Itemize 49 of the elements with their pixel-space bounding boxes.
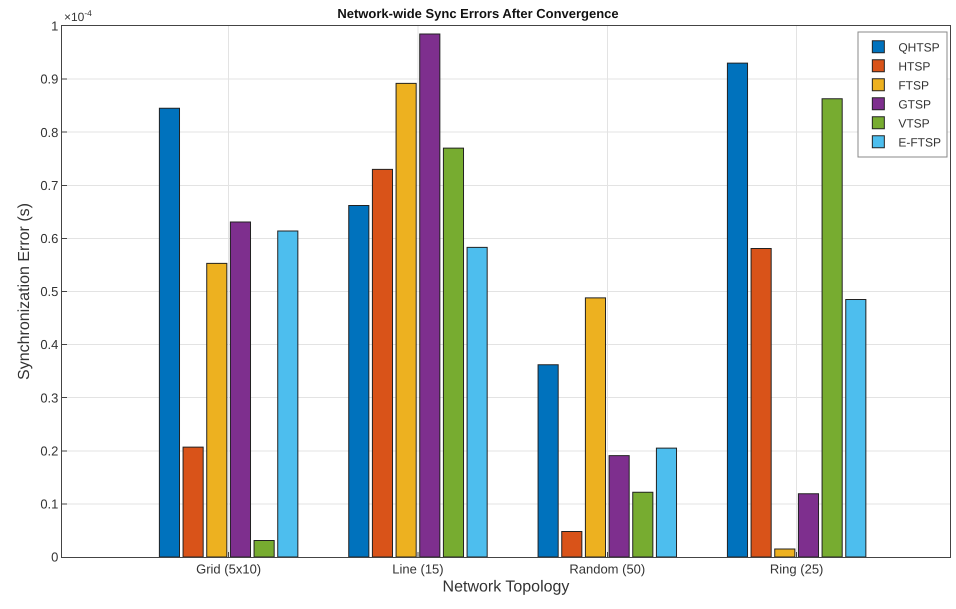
bar bbox=[372, 168, 394, 557]
bar bbox=[230, 221, 252, 557]
bar bbox=[538, 364, 559, 557]
legend-label: QHTSP bbox=[898, 40, 940, 54]
bar bbox=[396, 82, 417, 557]
legend-label: FTSP bbox=[898, 78, 930, 92]
bar bbox=[632, 492, 654, 557]
bar bbox=[277, 230, 298, 557]
legend-label: HTSP bbox=[898, 59, 930, 74]
y-tick-label: 0.8 bbox=[40, 124, 58, 140]
bar bbox=[254, 540, 275, 557]
text: ×10$^{-4}$ bbox=[64, 8, 92, 24]
bar bbox=[608, 455, 630, 557]
bar bbox=[419, 33, 440, 557]
x-tick-label: Line (15) bbox=[392, 562, 444, 577]
y-tick-label: 0.1 bbox=[40, 496, 58, 512]
bar bbox=[442, 148, 464, 557]
y-tick-label: 0.3 bbox=[40, 390, 58, 406]
bar bbox=[584, 297, 606, 557]
bar bbox=[798, 493, 820, 557]
y-tick-label: 0.9 bbox=[40, 72, 58, 87]
legend-label: VTSP bbox=[898, 116, 930, 130]
bar bbox=[348, 204, 370, 557]
legend-label: GTSP bbox=[898, 97, 932, 112]
bar bbox=[656, 448, 678, 557]
bar bbox=[466, 246, 488, 557]
y-tick-label: 1 bbox=[51, 18, 58, 34]
bar bbox=[845, 298, 866, 557]
y-axis-title: Synchronization Error (s) bbox=[16, 203, 34, 380]
x-tick-label: Grid (5x10) bbox=[196, 562, 262, 577]
x-tick-label: Random (50) bbox=[569, 562, 646, 577]
y-tick-label: 0.2 bbox=[40, 443, 58, 458]
y-tick-label: 0.7 bbox=[40, 178, 58, 193]
chart-title: Network-wide Sync Errors After Convergence bbox=[337, 6, 619, 22]
bar bbox=[182, 446, 204, 557]
x-tick-label: Ring (25) bbox=[770, 562, 824, 577]
y-tick-label: 0.4 bbox=[40, 337, 58, 352]
legend-label: E-FTSP bbox=[898, 135, 942, 150]
bar bbox=[750, 248, 772, 557]
bar bbox=[726, 62, 748, 557]
y-tick-label: 0.5 bbox=[40, 284, 58, 300]
y-tick-label: 0 bbox=[51, 550, 58, 565]
bar bbox=[206, 262, 228, 557]
bar bbox=[561, 531, 582, 557]
bar bbox=[158, 108, 180, 557]
x-axis-title: Network Topology bbox=[442, 578, 570, 596]
y-tick-label: 0.6 bbox=[40, 230, 58, 246]
bar bbox=[822, 98, 843, 557]
bar bbox=[774, 548, 796, 557]
